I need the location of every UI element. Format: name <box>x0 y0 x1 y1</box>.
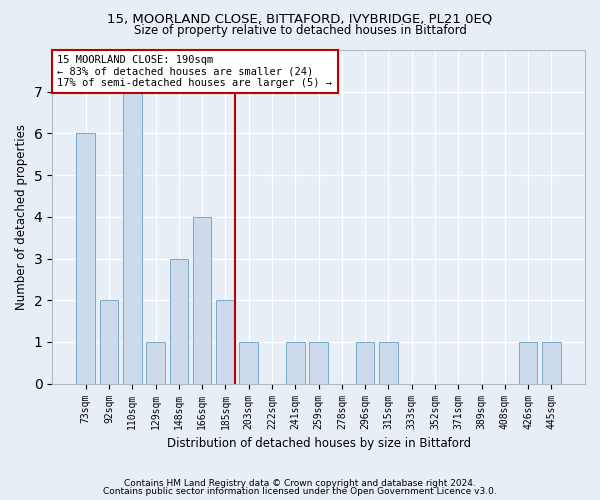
Bar <box>100 300 118 384</box>
Bar <box>193 217 211 384</box>
Bar <box>286 342 305 384</box>
Text: Size of property relative to detached houses in Bittaford: Size of property relative to detached ho… <box>134 24 466 37</box>
Text: 15, MOORLAND CLOSE, BITTAFORD, IVYBRIDGE, PL21 0EQ: 15, MOORLAND CLOSE, BITTAFORD, IVYBRIDGE… <box>107 12 493 26</box>
Bar <box>146 342 165 384</box>
Bar <box>379 342 398 384</box>
Bar <box>239 342 258 384</box>
X-axis label: Distribution of detached houses by size in Bittaford: Distribution of detached houses by size … <box>167 437 470 450</box>
Bar <box>519 342 538 384</box>
Bar <box>542 342 561 384</box>
Bar <box>123 92 142 384</box>
Text: 15 MOORLAND CLOSE: 190sqm
← 83% of detached houses are smaller (24)
17% of semi-: 15 MOORLAND CLOSE: 190sqm ← 83% of detac… <box>58 55 332 88</box>
Bar <box>216 300 235 384</box>
Bar <box>76 134 95 384</box>
Y-axis label: Number of detached properties: Number of detached properties <box>15 124 28 310</box>
Text: Contains HM Land Registry data © Crown copyright and database right 2024.: Contains HM Land Registry data © Crown c… <box>124 478 476 488</box>
Bar <box>309 342 328 384</box>
Bar <box>356 342 374 384</box>
Text: Contains public sector information licensed under the Open Government Licence v3: Contains public sector information licen… <box>103 487 497 496</box>
Bar <box>170 258 188 384</box>
